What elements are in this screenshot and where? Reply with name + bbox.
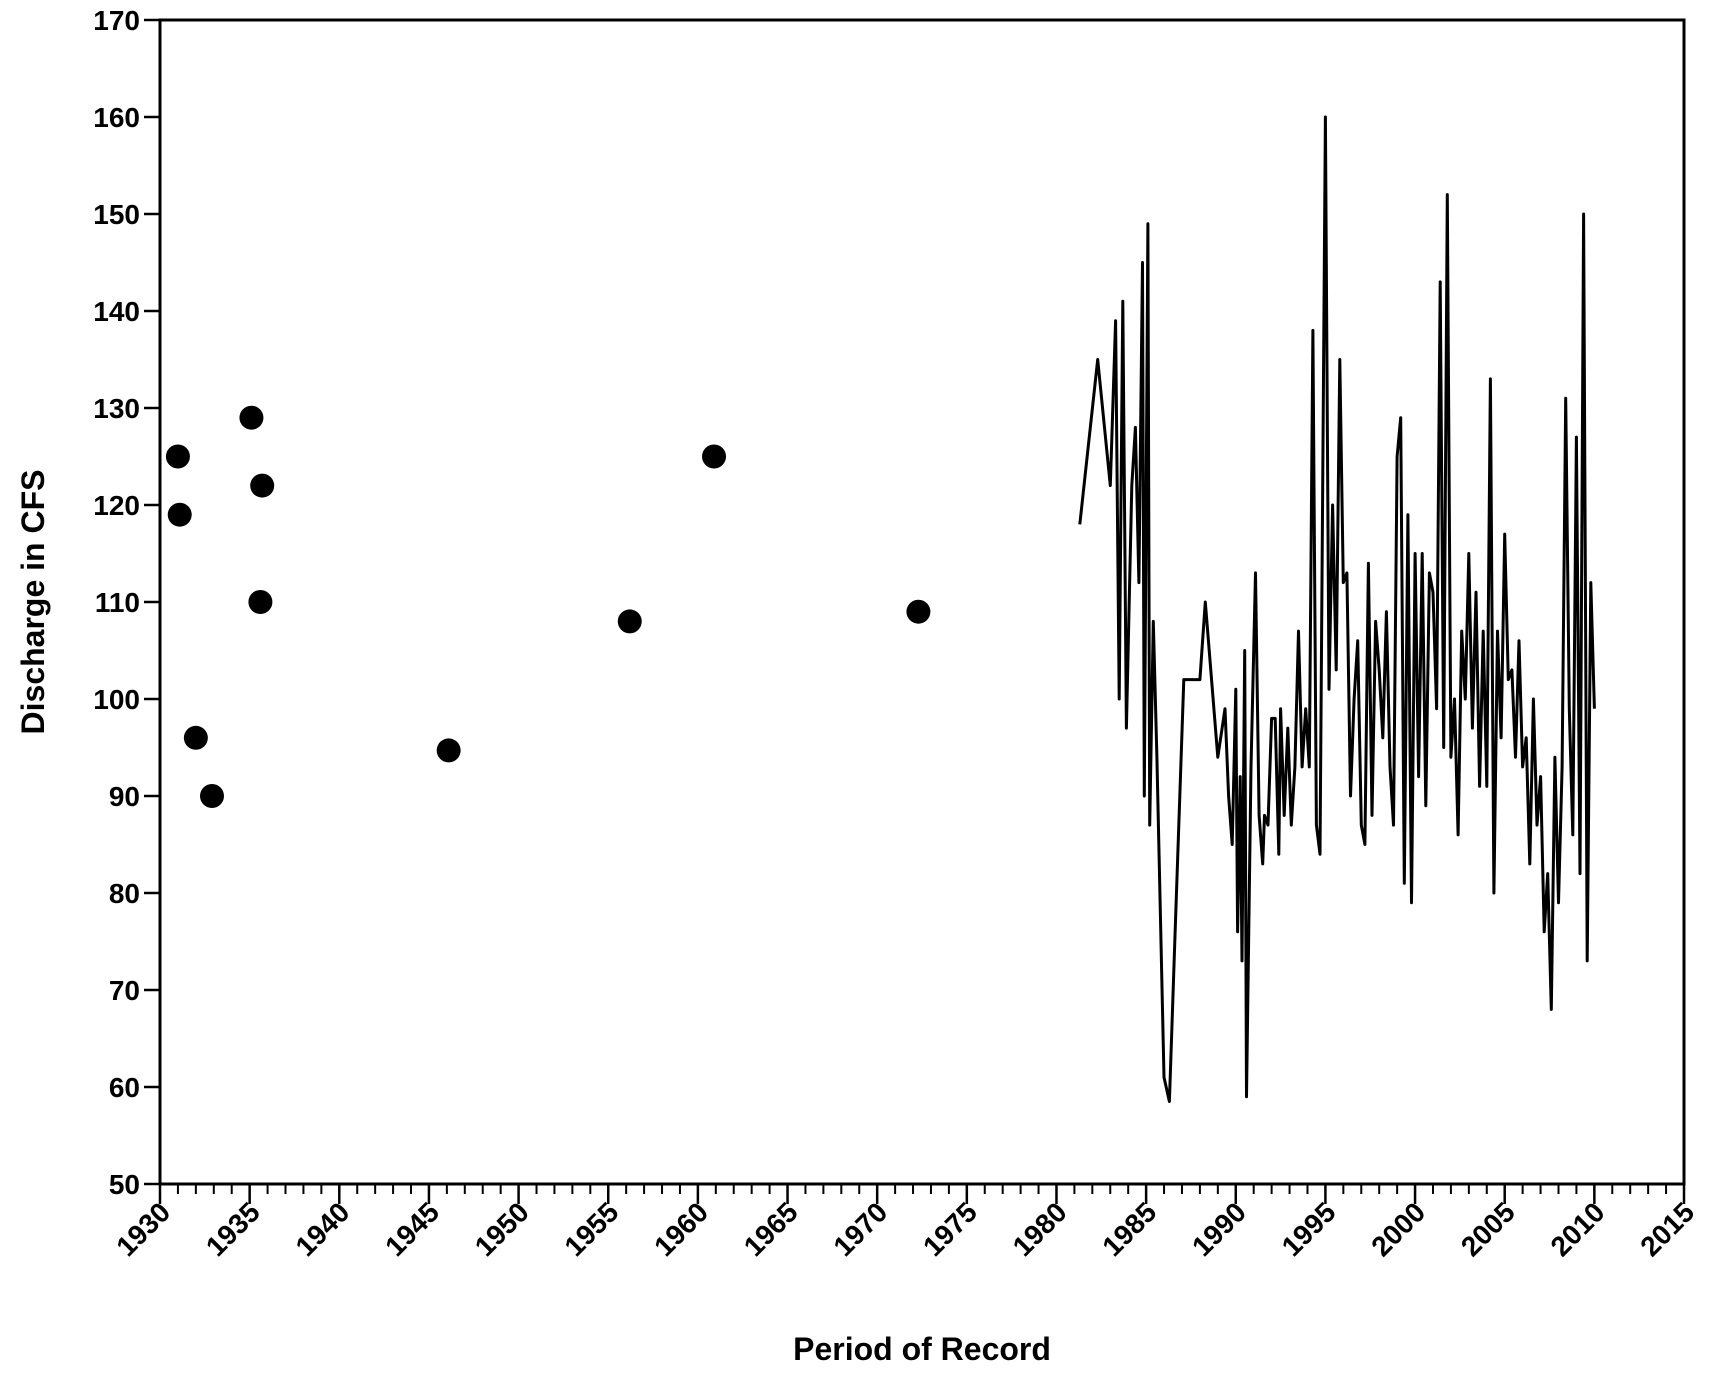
x-tick-label: 1940 xyxy=(290,1196,356,1262)
y-axis-title: Discharge in CFS xyxy=(15,470,51,735)
y-tick-label: 140 xyxy=(93,296,140,327)
y-tick-label: 50 xyxy=(109,1169,140,1200)
scatter-point xyxy=(183,725,208,750)
x-tick-label: 1980 xyxy=(1007,1196,1073,1262)
y-tick-label: 150 xyxy=(93,199,140,230)
scatter-point xyxy=(248,590,273,614)
y-tick-label: 130 xyxy=(93,393,140,424)
x-tick-label: 1970 xyxy=(827,1196,893,1262)
scatter-point xyxy=(239,405,264,430)
x-tick-label: 1955 xyxy=(559,1196,625,1262)
y-tick-label: 160 xyxy=(93,102,140,133)
x-tick-label: 2010 xyxy=(1545,1196,1611,1262)
scatter-point xyxy=(165,444,190,469)
scatter-point xyxy=(167,502,192,527)
scatter-point xyxy=(702,444,727,469)
scatter-point xyxy=(250,473,275,498)
scatter-point xyxy=(906,599,931,624)
discharge-line xyxy=(1078,115,1596,1103)
x-tick-label: 1945 xyxy=(379,1196,445,1262)
y-tick-label: 120 xyxy=(93,490,140,521)
x-tick-label: 1935 xyxy=(200,1196,266,1262)
scatter-point xyxy=(199,784,224,808)
x-tick-label: 1985 xyxy=(1096,1196,1162,1262)
x-tick-label: 1995 xyxy=(1276,1196,1342,1262)
y-tick-label: 80 xyxy=(109,878,140,909)
y-tick-label: 110 xyxy=(95,587,140,618)
y-tick-label: 100 xyxy=(93,684,140,715)
y-tick-label: 70 xyxy=(109,975,140,1006)
x-axis: 1930 1935 1940 1945 1950 1955 1960 1965 1970 1975… xyxy=(110,1184,1700,1262)
data-layer xyxy=(165,115,1596,1103)
x-tick-label: 2005 xyxy=(1455,1196,1521,1262)
scatter-point xyxy=(617,609,642,634)
y-tick-label: 60 xyxy=(109,1072,140,1103)
x-axis-title: Period of Record xyxy=(793,1331,1051,1367)
y-tick-label: 90 xyxy=(109,781,140,812)
x-tick-label: 1950 xyxy=(469,1196,535,1262)
x-tick-label: 2000 xyxy=(1365,1196,1431,1262)
x-tick-label: 2015 xyxy=(1634,1196,1700,1262)
x-tick-label: 1960 xyxy=(648,1196,714,1262)
y-axis: 50 60 70 80 90 100 110 120 130 140 150 160 170 xyxy=(93,5,160,1200)
scatter-point xyxy=(436,738,461,763)
x-tick-label: 1975 xyxy=(917,1196,983,1262)
x-tick-label: 1965 xyxy=(738,1196,804,1262)
x-tick-label: 1990 xyxy=(1186,1196,1252,1262)
y-tick-label: 170 xyxy=(93,5,140,36)
x-tick-label: 1930 xyxy=(110,1196,176,1262)
